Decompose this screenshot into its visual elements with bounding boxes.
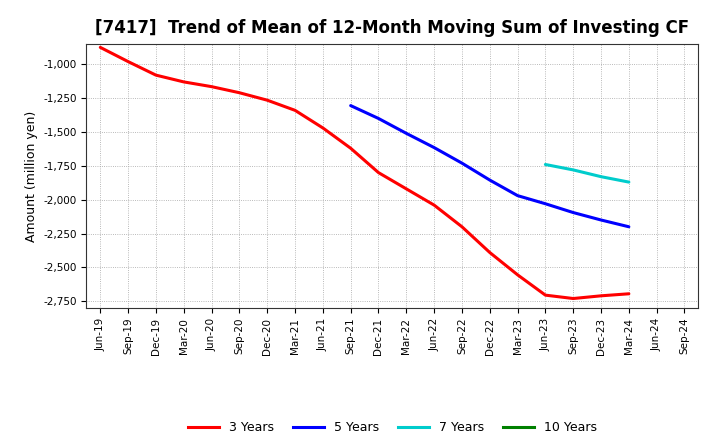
Y-axis label: Amount (million yen): Amount (million yen) [24, 110, 37, 242]
Legend: 3 Years, 5 Years, 7 Years, 10 Years: 3 Years, 5 Years, 7 Years, 10 Years [183, 416, 602, 439]
Title: [7417]  Trend of Mean of 12-Month Moving Sum of Investing CF: [7417] Trend of Mean of 12-Month Moving … [95, 19, 690, 37]
